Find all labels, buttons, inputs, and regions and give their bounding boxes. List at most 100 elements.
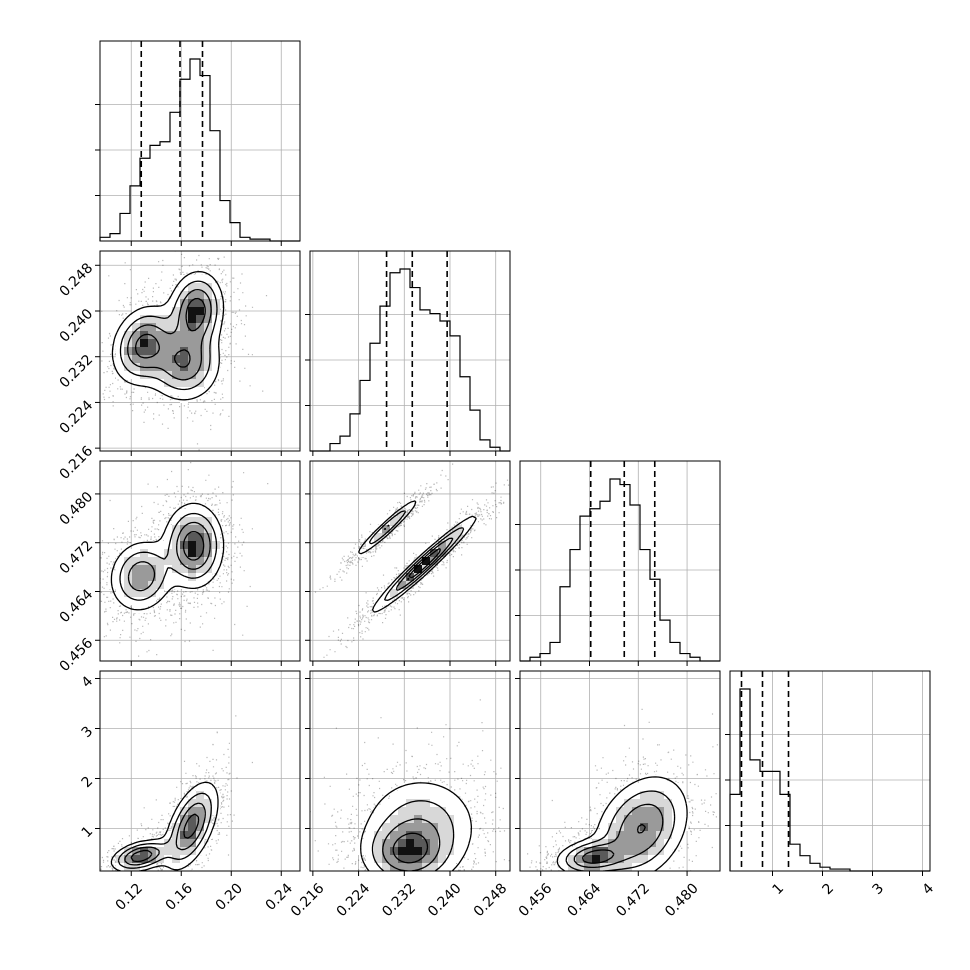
density-cell bbox=[156, 839, 164, 847]
density-cell bbox=[632, 783, 640, 791]
density-cell bbox=[156, 549, 164, 557]
density-cell bbox=[422, 847, 430, 855]
density-cell bbox=[648, 799, 656, 807]
density-cell bbox=[164, 347, 172, 355]
density-cell bbox=[632, 823, 640, 831]
density-cell bbox=[196, 275, 204, 283]
density-cell bbox=[390, 799, 398, 807]
density-cell bbox=[608, 799, 616, 807]
density-cell bbox=[172, 525, 180, 533]
x-tick-label: 0.216 bbox=[288, 880, 328, 920]
density-cell bbox=[616, 791, 624, 799]
density-cell bbox=[462, 517, 470, 525]
y-tick-label: 0.472 bbox=[57, 538, 97, 578]
density-cell bbox=[172, 863, 180, 871]
density-cell bbox=[140, 541, 148, 549]
density-cell bbox=[116, 597, 124, 605]
density-cell bbox=[204, 315, 212, 323]
density-cell bbox=[406, 823, 414, 831]
density-cell bbox=[204, 533, 212, 541]
density-cell bbox=[172, 291, 180, 299]
density-cell bbox=[382, 823, 390, 831]
density-cell bbox=[656, 815, 664, 823]
density-cell bbox=[422, 791, 430, 799]
density-cell bbox=[148, 323, 156, 331]
density-cell bbox=[164, 533, 172, 541]
density-cell bbox=[366, 815, 374, 823]
density-cell bbox=[188, 363, 196, 371]
density-cell bbox=[212, 517, 220, 525]
density-cell bbox=[608, 839, 616, 847]
density-cell bbox=[624, 823, 632, 831]
contour-level-1 bbox=[556, 776, 688, 871]
density-cell bbox=[172, 323, 180, 331]
density-cell bbox=[406, 863, 414, 871]
density-cell bbox=[180, 355, 188, 363]
density-cell bbox=[374, 815, 382, 823]
density-cell bbox=[664, 839, 672, 847]
density-cell bbox=[116, 339, 124, 347]
density-cell bbox=[204, 291, 212, 299]
density-cell bbox=[116, 355, 124, 363]
histogram-panel-2 bbox=[305, 250, 511, 456]
density-cell bbox=[188, 355, 196, 363]
density-cell bbox=[648, 823, 656, 831]
density-cell bbox=[430, 839, 438, 847]
scatter-panel-1-0 bbox=[95, 250, 301, 456]
density-cell bbox=[196, 525, 204, 533]
density-cell bbox=[180, 799, 188, 807]
density-cell bbox=[454, 799, 462, 807]
density-cell bbox=[648, 791, 656, 799]
density-cell bbox=[212, 371, 220, 379]
density-cell bbox=[172, 831, 180, 839]
x-tick-label: 0.464 bbox=[565, 880, 605, 920]
density-cell bbox=[438, 799, 446, 807]
density-cell bbox=[454, 831, 462, 839]
density-cell bbox=[140, 565, 148, 573]
density-cell bbox=[382, 863, 390, 871]
density-cell bbox=[196, 807, 204, 815]
density-cell bbox=[148, 565, 156, 573]
density-cell bbox=[156, 387, 164, 395]
density-cell bbox=[204, 331, 212, 339]
density-cell bbox=[382, 847, 390, 855]
density-cell bbox=[632, 807, 640, 815]
density-cell bbox=[172, 533, 180, 541]
density-cell bbox=[446, 807, 454, 815]
contour-level-2 bbox=[119, 280, 218, 391]
density-cell bbox=[374, 847, 382, 855]
density-cell bbox=[124, 581, 132, 589]
density-cell bbox=[172, 363, 180, 371]
panel-background bbox=[310, 461, 510, 661]
density-cell bbox=[140, 323, 148, 331]
density-cell bbox=[390, 517, 398, 525]
x-tick-label: 0.20 bbox=[213, 880, 246, 913]
density-cell bbox=[398, 799, 406, 807]
density-cell bbox=[430, 541, 438, 549]
density-cell bbox=[188, 379, 196, 387]
density-cell bbox=[164, 557, 172, 565]
density-cell bbox=[672, 791, 680, 799]
density-cell bbox=[148, 855, 156, 863]
density-cell bbox=[600, 863, 608, 871]
density-cell bbox=[132, 379, 140, 387]
density-cell bbox=[382, 589, 390, 597]
density-cell bbox=[132, 549, 140, 557]
density-cell bbox=[204, 541, 212, 549]
density-cell bbox=[446, 823, 454, 831]
density-cell bbox=[188, 387, 196, 395]
density-cell bbox=[212, 799, 220, 807]
density-cell bbox=[672, 831, 680, 839]
density-cell bbox=[132, 589, 140, 597]
histogram-step-line bbox=[99, 58, 300, 242]
density-cell bbox=[212, 347, 220, 355]
contour-level-4 bbox=[135, 297, 206, 368]
density-cell bbox=[132, 847, 140, 855]
density-cell bbox=[600, 855, 608, 863]
density-cell bbox=[196, 315, 204, 323]
density-cell bbox=[462, 831, 470, 839]
panel-frame bbox=[99, 40, 301, 242]
density-cell bbox=[608, 807, 616, 815]
density-cell bbox=[188, 533, 196, 541]
density-cell bbox=[188, 331, 196, 339]
